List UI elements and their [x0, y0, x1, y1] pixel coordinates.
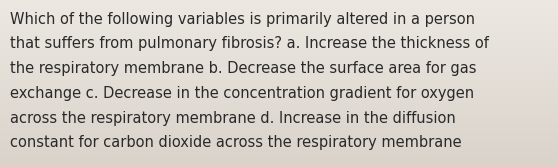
Text: across the respiratory membrane d. Increase in the diffusion: across the respiratory membrane d. Incre… — [10, 111, 456, 126]
Text: exchange c. Decrease in the concentration gradient for oxygen: exchange c. Decrease in the concentratio… — [10, 86, 474, 101]
Text: the respiratory membrane b. Decrease the surface area for gas: the respiratory membrane b. Decrease the… — [10, 61, 477, 76]
Text: Which of the following variables is primarily altered in a person: Which of the following variables is prim… — [10, 12, 475, 27]
Text: that suffers from pulmonary fibrosis? a. Increase the thickness of: that suffers from pulmonary fibrosis? a.… — [10, 36, 489, 51]
Text: constant for carbon dioxide across the respiratory membrane: constant for carbon dioxide across the r… — [10, 135, 461, 150]
